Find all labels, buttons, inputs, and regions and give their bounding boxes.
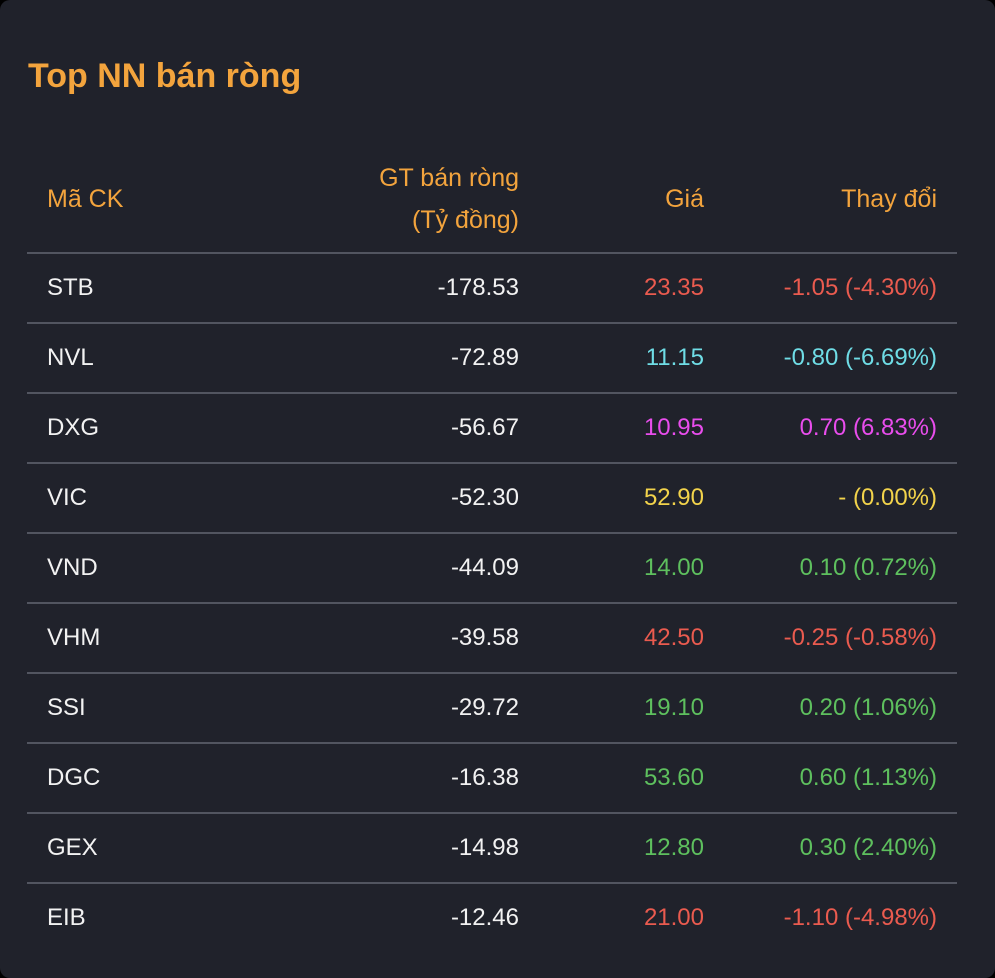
net-selling-table: Mã CK GT bán ròng (Tỷ đồng) Giá Thay đổi…: [27, 145, 957, 952]
net-sell-value: -178.53: [437, 274, 519, 301]
price-value: 52.90: [643, 484, 704, 511]
net-sell-value: -56.67: [450, 414, 519, 441]
net-sell-value: -12.46: [450, 904, 519, 931]
panel-title: Top NN bán ròng: [28, 57, 302, 95]
stock-code: EIB: [47, 904, 86, 931]
table-row[interactable]: STB -178.53 23.35 -1.05 (-4.30%): [27, 254, 957, 324]
net-sell-value: -72.89: [450, 344, 519, 371]
change-value: -0.25 (-0.58%): [783, 624, 937, 651]
table-row[interactable]: DGC -16.38 53.60 0.60 (1.13%): [27, 744, 957, 814]
header-net-sell-value: GT bán ròng (Tỷ đồng): [379, 163, 519, 234]
price-value: 12.80: [643, 834, 704, 861]
price-value: 21.00: [643, 904, 704, 931]
net-sell-value: -29.72: [450, 694, 519, 721]
change-value: -1.10 (-4.98%): [783, 904, 937, 931]
change-value: 0.70 (6.83%): [799, 414, 937, 441]
price-value: 14.00: [643, 554, 704, 581]
net-sell-value: -16.38: [450, 764, 519, 791]
stock-code: VIC: [47, 484, 88, 511]
change-value: 0.60 (1.13%): [799, 764, 937, 791]
stock-code: GEX: [47, 834, 98, 861]
change-value: - (0.00%): [838, 484, 937, 511]
stock-code: NVL: [47, 344, 94, 371]
change-value: 0.10 (0.72%): [799, 554, 937, 581]
price-value: 11.15: [645, 344, 704, 371]
stock-code: SSI: [47, 694, 86, 721]
header-change: Thay đổi: [841, 184, 937, 213]
stock-code: DGC: [47, 764, 101, 791]
change-value: 0.20 (1.06%): [799, 694, 937, 721]
header-price: Giá: [665, 184, 704, 213]
table-header: Mã CK GT bán ròng (Tỷ đồng) Giá Thay đổi: [27, 145, 957, 254]
table-row[interactable]: EIB -12.46 21.00 -1.10 (-4.98%): [27, 884, 957, 952]
stock-code: VHM: [47, 624, 101, 651]
table-row[interactable]: VHM -39.58 42.50 -0.25 (-0.58%): [27, 604, 957, 674]
stock-code: STB: [47, 274, 94, 301]
price-value: 19.10: [643, 694, 704, 721]
table-row[interactable]: VIC -52.30 52.90 - (0.00%): [27, 464, 957, 534]
change-value: -0.80 (-6.69%): [783, 344, 937, 371]
stock-code: DXG: [47, 414, 100, 441]
stock-code: VND: [47, 554, 98, 581]
header-stock-code: Mã CK: [47, 184, 124, 213]
net-sell-value: -44.09: [450, 554, 519, 581]
price-value: 42.50: [643, 624, 704, 651]
table-row[interactable]: NVL -72.89 11.15 -0.80 (-6.69%): [27, 324, 957, 394]
price-value: 10.95: [643, 414, 704, 441]
table-row[interactable]: VND -44.09 14.00 0.10 (0.72%): [27, 534, 957, 604]
net-sell-value: -14.98: [450, 834, 519, 861]
price-value: 23.35: [643, 274, 704, 301]
change-value: -1.05 (-4.30%): [783, 274, 937, 301]
table-row[interactable]: GEX -14.98 12.80 0.30 (2.40%): [27, 814, 957, 884]
table-body: STB -178.53 23.35 -1.05 (-4.30%) NVL -72.89 11…: [27, 254, 957, 952]
change-value: 0.30 (2.40%): [799, 834, 937, 861]
net-sell-value: -39.58: [450, 624, 519, 651]
table-row[interactable]: SSI -29.72 19.10 0.20 (1.06%): [27, 674, 957, 744]
table-row[interactable]: DXG -56.67 10.95 0.70 (6.83%): [27, 394, 957, 464]
price-value: 53.60: [643, 764, 704, 791]
net-sell-value: -52.30: [450, 484, 519, 511]
